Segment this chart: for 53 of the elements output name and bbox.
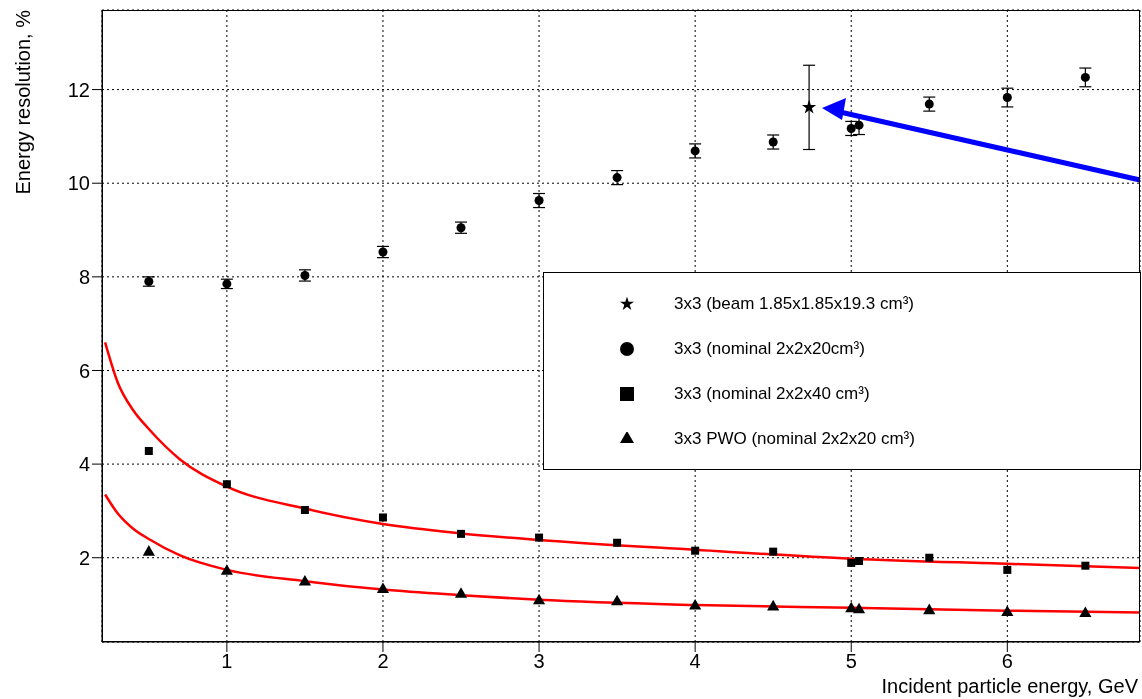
point [611,594,624,606]
point [689,598,702,610]
point [300,505,309,514]
point [923,603,936,615]
y-tick-label: 4 [78,453,90,476]
legend-label: 3x3 (nominal 2x2x20cm³) [674,338,865,359]
point [1001,605,1014,617]
legend-label: 3x3 (nominal 2x2x40 cm³) [674,383,870,404]
point [846,123,856,133]
point [769,547,778,556]
y-axis-title: Energy resolution, % [12,9,34,195]
point [855,557,864,566]
point [852,602,866,614]
point [222,480,231,489]
x-tick-label: 4 [689,650,701,673]
point [298,575,311,586]
x-tick-label: 5 [845,650,857,673]
point [801,99,817,114]
point [376,582,390,594]
y-tick-label: 8 [78,265,90,288]
y-tick-label: 6 [78,359,90,382]
x-tick-label: 1 [221,650,233,673]
x-tick-label: 2 [377,650,389,673]
point [220,564,233,575]
legend-label: 3x3 (beam 1.85x1.85x19.3 cm³) [674,293,915,314]
point [691,546,700,555]
point [925,553,934,562]
point [142,545,155,556]
line-series [103,493,1140,614]
y-tick-label: 10 [67,172,90,195]
legend-label: 3x3 PWO (nominal 2x2x20 cm³) [674,428,915,449]
x-axis-title: Incident particle energy, GeV [881,675,1139,697]
point [535,533,544,542]
point [1002,93,1012,103]
point [457,529,466,538]
point [454,587,468,598]
point [847,558,856,567]
point [534,196,544,206]
point [767,599,780,611]
point [532,593,546,605]
point [854,120,864,130]
point [144,447,153,455]
point [613,538,622,547]
point [1079,606,1092,617]
x-tick-label: 6 [1001,650,1013,673]
point [1080,72,1090,82]
point [612,173,622,183]
point [1081,561,1090,570]
y-tick-label: 2 [78,546,90,569]
y-tick-label: 12 [67,78,90,101]
point [378,513,387,522]
point [1003,565,1012,574]
x-tick-label: 3 [533,650,545,673]
